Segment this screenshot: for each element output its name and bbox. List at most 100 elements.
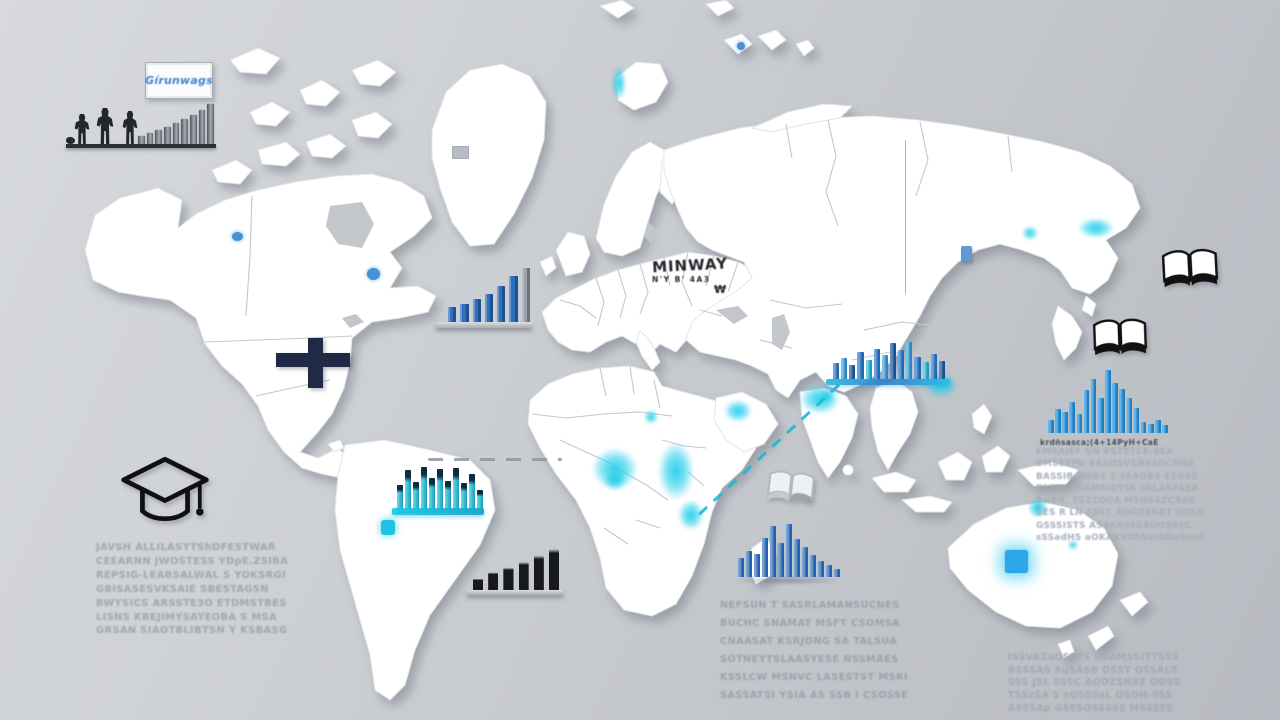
glow-marker bbox=[724, 400, 752, 422]
dot-marker bbox=[232, 232, 243, 241]
arctic-swoosh bbox=[751, 103, 853, 133]
text-line: TSTTa I NSMSISTSS SSLASFASA bbox=[1036, 483, 1199, 494]
person-silhouette bbox=[96, 108, 114, 144]
europe-garbled-label: MINWAY N'Y B' 4A3 ₩ bbox=[652, 254, 742, 296]
bar bbox=[906, 342, 913, 379]
text-line: GSSSISTS ASASASSSAOOSSSC bbox=[1036, 520, 1192, 531]
text-line: SES R LN SSSC AOOZSNST OOSB bbox=[1036, 508, 1205, 519]
bar bbox=[1062, 411, 1068, 433]
bar bbox=[922, 361, 929, 379]
right-histogram bbox=[1048, 370, 1168, 433]
cyan-blue-base-strip bbox=[826, 379, 950, 385]
bar bbox=[497, 285, 506, 324]
arctic-island bbox=[299, 79, 341, 107]
glow-marker bbox=[658, 442, 694, 500]
growth-bars bbox=[138, 104, 215, 144]
british-isles bbox=[555, 231, 591, 277]
chart-base-platform bbox=[66, 144, 216, 148]
text-line: ASSSAp GSSSOSSSSS MSSSSS bbox=[1008, 702, 1174, 714]
bar bbox=[1083, 390, 1090, 433]
dark-bar-chart bbox=[473, 546, 560, 591]
bar bbox=[437, 468, 443, 513]
bar bbox=[778, 543, 784, 577]
baltic-sea bbox=[644, 222, 658, 244]
caspian-sea bbox=[772, 314, 790, 350]
bar bbox=[453, 467, 459, 513]
text-line: BWYSICS ARSSTE3O ETDMSTBES bbox=[96, 597, 287, 609]
dot-marker bbox=[367, 268, 380, 280]
bar bbox=[762, 537, 768, 577]
right-text-block: EMSAIEF GN VSTSTCE-SSA BMSEPPb·SASOSVSNSS… bbox=[1036, 446, 1205, 544]
bar bbox=[190, 114, 197, 144]
bar bbox=[1048, 420, 1054, 433]
open-book-icon bbox=[1090, 313, 1150, 361]
hudson-bay bbox=[326, 202, 374, 248]
europe-label-line2: N'Y B' 4A3 bbox=[652, 275, 711, 284]
bar bbox=[802, 547, 808, 577]
pebble-shape bbox=[66, 137, 75, 144]
text-line: GRSAN SIAOTBLIBTSN Y KSBASG bbox=[96, 625, 288, 637]
bar bbox=[754, 553, 760, 577]
bar bbox=[1133, 407, 1140, 433]
text-line: BMSEPPb·SASOSVSNSSOCNHS bbox=[1036, 459, 1195, 470]
text-line: REPSIG-LEABSALWAL S YOKSRGI bbox=[96, 569, 287, 581]
text-line: CEEARNN JWOSTESS YDpE.ZSIBA bbox=[96, 555, 289, 567]
bar bbox=[1119, 388, 1126, 433]
great-lakes bbox=[342, 314, 364, 328]
bar bbox=[1069, 401, 1076, 433]
italy bbox=[635, 329, 661, 371]
continent-north-america bbox=[84, 173, 437, 479]
glow-marker bbox=[612, 66, 626, 100]
arctic-fragment bbox=[795, 39, 815, 57]
bar bbox=[405, 469, 411, 513]
arctic-island bbox=[351, 111, 393, 139]
text-line: TSSzSA'S'eOSSSaL OSOH-SSS bbox=[1008, 690, 1173, 702]
bar bbox=[533, 553, 544, 591]
bar bbox=[503, 565, 514, 591]
signboard-text: Gírunwags bbox=[145, 74, 213, 87]
japan-north bbox=[1081, 295, 1097, 317]
sri-lanka bbox=[842, 464, 854, 476]
bar bbox=[207, 104, 215, 144]
person-silhouette bbox=[122, 111, 138, 144]
new-zealand-south bbox=[1087, 625, 1115, 651]
sumatra bbox=[871, 471, 917, 493]
arctic-fragment bbox=[705, 0, 735, 17]
text-line: LISNS KBEJIMYSAYEOBA S MSA bbox=[96, 611, 278, 623]
text-line: CNAASAT KSRJONG SA TALSUA bbox=[720, 636, 898, 647]
text-line: SwAB, TSZZOOA MSHSAZCSdS bbox=[1036, 496, 1195, 507]
bar bbox=[138, 136, 145, 144]
person-silhouette bbox=[74, 114, 90, 144]
bar bbox=[738, 557, 744, 577]
sulawesi bbox=[981, 445, 1011, 473]
chip-gray-marker bbox=[452, 146, 469, 159]
arctic-island bbox=[305, 133, 347, 159]
text-line: BSSSAS SuSASB OSST OSSALS bbox=[1008, 664, 1179, 676]
text-line: GBISASESVKSAIE SBESTAGSN bbox=[96, 583, 269, 595]
bar bbox=[448, 307, 457, 324]
bar bbox=[818, 561, 824, 577]
glow-marker bbox=[1022, 226, 1038, 240]
chart-platform bbox=[467, 590, 563, 595]
bar bbox=[938, 360, 945, 379]
arctic-fragment bbox=[599, 0, 635, 19]
arctic-island bbox=[229, 47, 281, 75]
glow-dot-marker bbox=[1028, 498, 1048, 518]
bar bbox=[181, 119, 189, 144]
bar bbox=[865, 359, 872, 379]
open-book-gray-icon bbox=[764, 464, 818, 511]
bar bbox=[841, 357, 848, 379]
bar bbox=[469, 473, 475, 513]
chip-blue-marker bbox=[961, 246, 972, 262]
indochina bbox=[869, 379, 919, 471]
greenland bbox=[431, 63, 547, 247]
bar bbox=[1090, 378, 1097, 433]
bar bbox=[1055, 409, 1061, 433]
bar bbox=[1147, 423, 1154, 433]
south-america-skyline-chart bbox=[397, 466, 483, 513]
bar bbox=[873, 348, 880, 379]
text-line: JAVSH ALLILASYTShDFESTWAR bbox=[96, 542, 276, 553]
bar bbox=[521, 268, 530, 324]
bar bbox=[472, 299, 481, 324]
signboard: Gírunwags bbox=[145, 62, 213, 99]
